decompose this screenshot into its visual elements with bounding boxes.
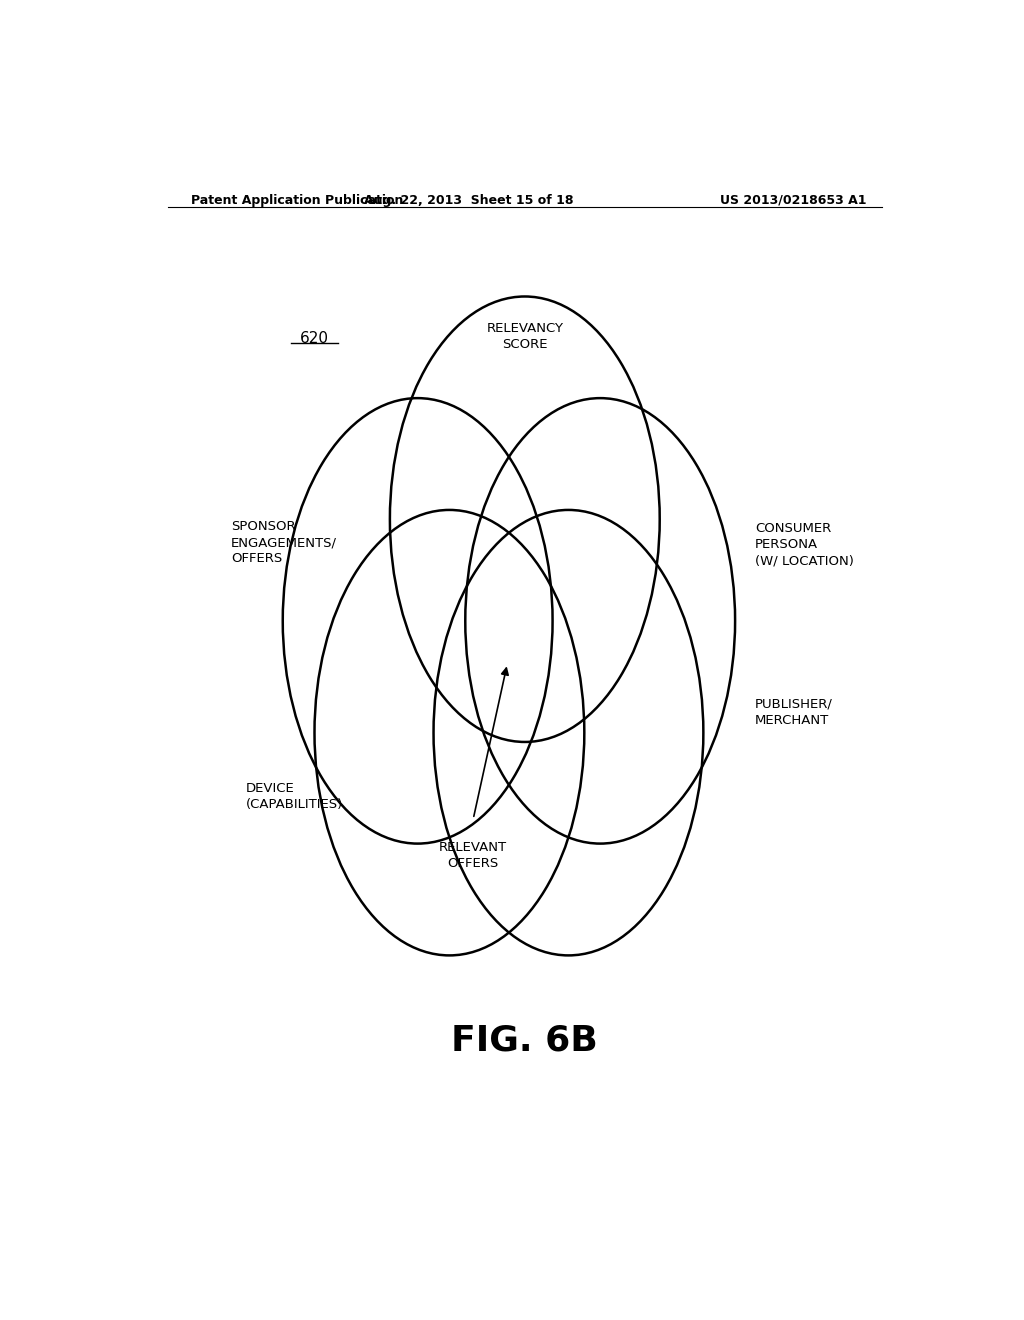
Text: US 2013/0218653 A1: US 2013/0218653 A1 <box>720 194 866 207</box>
Text: Aug. 22, 2013  Sheet 15 of 18: Aug. 22, 2013 Sheet 15 of 18 <box>365 194 574 207</box>
Text: DEVICE
(CAPABILITIES): DEVICE (CAPABILITIES) <box>246 783 343 812</box>
Text: Patent Application Publication: Patent Application Publication <box>191 194 403 207</box>
Text: SPONSOR
ENGAGEMENTS/
OFFERS: SPONSOR ENGAGEMENTS/ OFFERS <box>231 520 337 565</box>
Text: PUBLISHER/
MERCHANT: PUBLISHER/ MERCHANT <box>755 698 833 727</box>
Text: RELEVANCY
SCORE: RELEVANCY SCORE <box>486 322 563 351</box>
Text: 620: 620 <box>300 331 329 346</box>
Text: FIG. 6B: FIG. 6B <box>452 1023 598 1057</box>
Text: CONSUMER
PERSONA
(W/ LOCATION): CONSUMER PERSONA (W/ LOCATION) <box>755 523 854 568</box>
Text: RELEVANT
OFFERS: RELEVANT OFFERS <box>439 841 507 870</box>
